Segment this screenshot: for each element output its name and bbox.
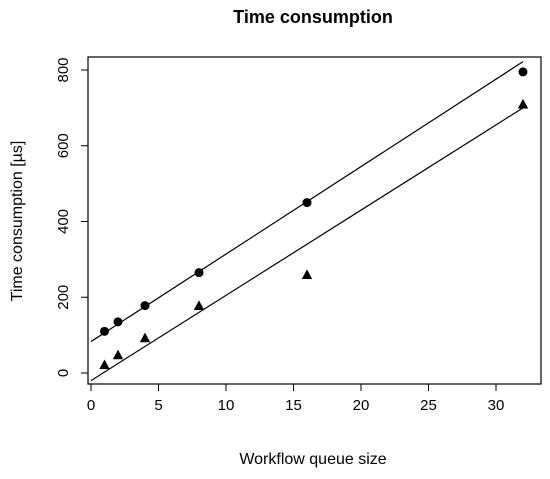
data-point-circle [518, 67, 528, 77]
data-point-triangle [139, 332, 151, 343]
data-point-circle [140, 301, 150, 311]
data-points [99, 67, 529, 370]
data-point-triangle [112, 349, 124, 360]
x-tick-label: 15 [285, 397, 302, 414]
data-point-triangle [517, 98, 529, 109]
y-tick-label: 400 [55, 209, 72, 234]
data-point-circle [100, 326, 109, 336]
x-axis: 0 5 10 15 20 25 30 [87, 383, 505, 414]
x-tick-label: 25 [420, 397, 437, 414]
data-point-triangle [193, 300, 205, 311]
data-point-circle [194, 268, 204, 278]
x-axis-label: Workflow queue size [239, 451, 386, 468]
plot-border [87, 56, 542, 385]
x-tick-label: 20 [353, 397, 370, 414]
fit-lines [90, 61, 524, 382]
y-tick-label: 200 [55, 285, 72, 310]
x-tick-label: 10 [218, 397, 235, 414]
y-tick-label: 800 [55, 57, 72, 82]
data-point-circle [113, 317, 123, 327]
y-axis: 0 200 400 600 800 [55, 57, 89, 377]
x-tick-label: 30 [488, 397, 505, 414]
data-point-circle [302, 198, 312, 208]
x-tick-label: 0 [87, 397, 95, 414]
fit-line [90, 107, 524, 382]
y-axis-label: Time consumption [µs] [9, 141, 26, 302]
y-tick-label: 600 [55, 133, 72, 158]
y-tick-label: 0 [55, 369, 72, 377]
x-tick-label: 5 [154, 397, 162, 414]
data-point-triangle [99, 359, 110, 370]
data-point-triangle [301, 269, 313, 279]
chart-title: Time consumption [233, 7, 393, 27]
